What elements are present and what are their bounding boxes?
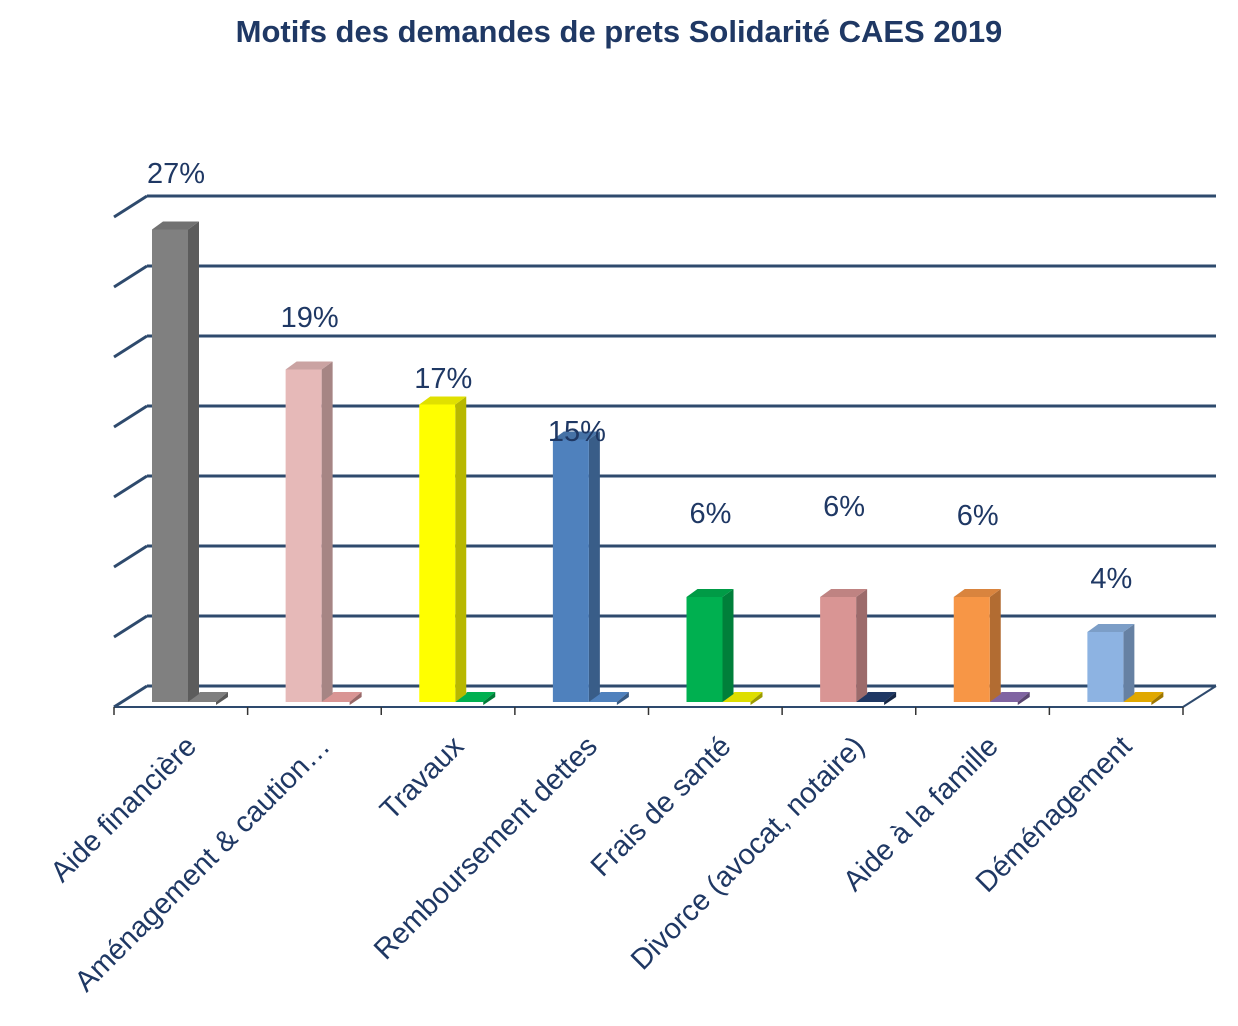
bar-side bbox=[989, 589, 1001, 702]
category-label: Remboursement dettes bbox=[368, 730, 604, 966]
gridline-side bbox=[113, 194, 148, 219]
data-label: 19% bbox=[281, 302, 339, 334]
bar-top bbox=[419, 396, 467, 405]
bar-side bbox=[1123, 624, 1135, 702]
data-label: 17% bbox=[414, 363, 472, 395]
data-label: 6% bbox=[690, 498, 732, 530]
bar bbox=[686, 597, 723, 702]
bar bbox=[1087, 632, 1124, 702]
bar-stub-side bbox=[1151, 692, 1164, 705]
bar-top bbox=[152, 221, 199, 230]
floor-edge-right bbox=[1182, 685, 1217, 708]
bar-top bbox=[1087, 624, 1135, 632]
bar-stub-side bbox=[349, 692, 362, 705]
gridline-side bbox=[113, 614, 148, 639]
data-label: 6% bbox=[957, 500, 999, 532]
bar bbox=[419, 404, 456, 702]
bar-side bbox=[722, 589, 734, 702]
gridline-side bbox=[113, 404, 148, 429]
bar-stub-side bbox=[1017, 692, 1030, 705]
bar-top bbox=[552, 431, 600, 440]
data-label: 4% bbox=[1090, 563, 1132, 595]
bar bbox=[285, 369, 322, 702]
data-label: 27% bbox=[147, 158, 205, 190]
bar-stub-side bbox=[616, 692, 629, 705]
category-label: Divorce (avocat, notaire) bbox=[625, 730, 871, 976]
bar-side bbox=[321, 361, 333, 702]
category-label: Aménagement & caution… bbox=[69, 730, 337, 998]
bar-stub-side bbox=[483, 692, 496, 705]
bar-side bbox=[455, 396, 467, 702]
bar-stub-side bbox=[750, 692, 763, 705]
gridline-side bbox=[113, 684, 148, 709]
gridline-side bbox=[113, 474, 148, 499]
bar-top bbox=[820, 589, 868, 597]
bar-stub-side bbox=[884, 692, 897, 705]
data-label: 15% bbox=[548, 416, 606, 448]
bar bbox=[152, 229, 188, 702]
gridline-side bbox=[113, 544, 148, 569]
bar bbox=[552, 439, 589, 702]
bar-stub-side bbox=[216, 692, 228, 705]
bar bbox=[820, 597, 857, 702]
bar-side bbox=[856, 589, 868, 702]
category-label: Frais de santé bbox=[585, 730, 738, 883]
category-label: Travaux bbox=[374, 730, 470, 826]
bar bbox=[953, 597, 990, 702]
bar-top bbox=[953, 589, 1001, 597]
chart-title: Motifs des demandes de prets Solidarité … bbox=[235, 14, 1003, 49]
bar-top bbox=[285, 361, 333, 370]
gridline-side bbox=[113, 334, 148, 359]
bar-top bbox=[686, 589, 734, 597]
bar-side bbox=[188, 221, 199, 702]
bar-side bbox=[588, 431, 600, 702]
data-label: 6% bbox=[823, 491, 865, 523]
gridline-side bbox=[113, 264, 148, 289]
